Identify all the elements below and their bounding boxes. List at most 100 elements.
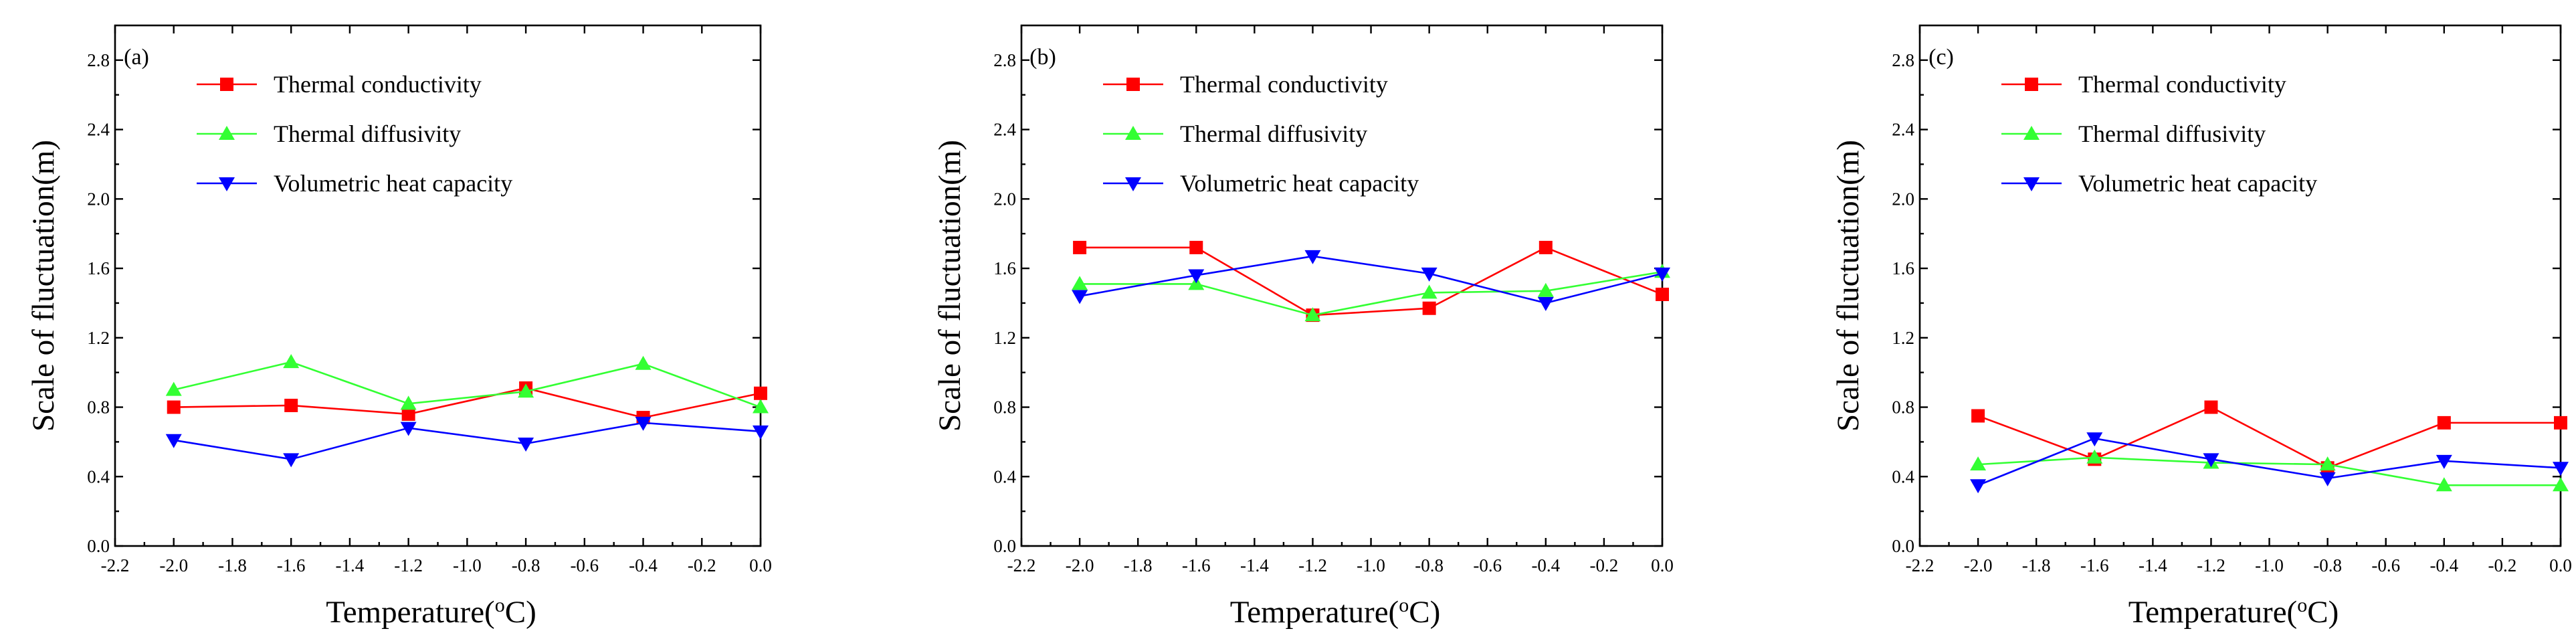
data-point — [1970, 479, 1987, 494]
data-point — [1422, 301, 1436, 315]
series-volumetric-heat-capacity — [1072, 250, 1670, 311]
x-tick-label: -1.0 — [2255, 555, 2284, 575]
series-volumetric-heat-capacity — [165, 416, 769, 468]
x-tick-label: -0.2 — [1590, 555, 1619, 575]
chart-panel-c: -2.2 -2.0 -1.8 -1.6 -1.4 -1.2 -1.0 -0.8 -0.6 -0.4… — [1831, 24, 2572, 630]
y-tick-label: 2.8 — [1892, 50, 1914, 70]
y-tick-label: 0.8 — [1892, 397, 1914, 418]
legend-entry: Volumetric heat capacity — [197, 170, 512, 197]
legend-entry: Thermal conductivity — [197, 71, 482, 98]
y-tick-label: 0.4 — [993, 466, 1016, 486]
y-tick-label: 2.8 — [87, 50, 110, 70]
series-line — [1080, 246, 1663, 316]
x-tick-label: -0.2 — [688, 555, 716, 575]
data-point — [1537, 296, 1554, 311]
series-line — [1079, 255, 1663, 304]
y-tick-label: 2.8 — [993, 50, 1016, 70]
x-tick-label: -1.6 — [277, 555, 306, 575]
x-tick-label: 0.0 — [1651, 555, 1674, 575]
data-point — [165, 434, 182, 448]
series-line — [173, 387, 761, 419]
x-axis-title: Temperature(oC) — [2128, 594, 2339, 630]
series-line — [1080, 270, 1663, 316]
series-thermal-diffusivity — [1072, 264, 1670, 322]
legend-entry: Thermal conductivity — [2001, 71, 2286, 98]
x-tick-label: -0.4 — [629, 555, 658, 575]
y-tick-label: 1.2 — [993, 328, 1016, 348]
y-tick-label: 1.2 — [87, 328, 110, 348]
legend-entry: Volumetric heat capacity — [1103, 170, 1419, 197]
y-tick-label: 1.6 — [1892, 258, 1914, 278]
series-line — [1978, 456, 2561, 486]
data-point — [518, 437, 534, 452]
data-point — [284, 398, 298, 412]
chart-panel-b: -2.2 -2.0 -1.8 -1.6 -1.4 -1.2 -1.0 -0.8 -0.6 -0.4… — [932, 24, 1674, 630]
y-tick-label: 2.4 — [1892, 120, 1914, 140]
data-point — [1072, 276, 1088, 290]
y-tick-label: 0.4 — [1892, 466, 1914, 486]
legend-label: Volumetric heat capacity — [1180, 170, 1419, 197]
x-tick-label: -1.6 — [1182, 555, 1211, 575]
x-axis-title: Temperature(oC) — [1230, 594, 1440, 630]
x-tick-label: -2.0 — [1066, 555, 1094, 575]
data-point — [2553, 477, 2569, 492]
chart-panel-a: -2.2 -2.0 -1.8 -1.6 -1.4 -1.2 -1.0 -0.8 -0.6 -0.4… — [26, 24, 772, 630]
legend-label: Thermal diffusivity — [1180, 120, 1367, 147]
y-tick-label: 0.0 — [1892, 536, 1914, 556]
legend-label: Thermal conductivity — [1180, 71, 1388, 98]
data-point — [2436, 454, 2452, 469]
data-point — [1537, 282, 1554, 297]
y-tick-label: 0.8 — [993, 397, 1016, 418]
series-line — [1977, 406, 2561, 469]
y-tick-label: 2.4 — [87, 120, 110, 140]
series-line — [173, 361, 761, 408]
y-tick-label: 1.2 — [1892, 328, 1914, 348]
panel-label: (c) — [1928, 45, 1954, 70]
y-axis-title: Scale of fluctuation(m) — [26, 140, 61, 432]
x-tick-label: -0.2 — [2488, 555, 2517, 575]
y-tick-label: 0.4 — [87, 466, 110, 486]
x-tick-label: 0.0 — [749, 555, 772, 575]
x-tick-label: -1.8 — [2022, 555, 2051, 575]
data-point — [753, 399, 769, 414]
series-thermal-diffusivity — [165, 354, 769, 414]
panel-label: (a) — [124, 45, 149, 70]
data-point — [283, 453, 300, 468]
legend-label: Volumetric heat capacity — [274, 170, 512, 197]
y-tick-label: 2.0 — [87, 189, 110, 209]
data-point — [1421, 267, 1438, 282]
legend-marker — [220, 78, 233, 91]
data-point — [635, 416, 652, 431]
data-point — [1539, 240, 1553, 254]
legend-marker — [2025, 78, 2038, 91]
data-point — [1421, 284, 1438, 299]
legend-marker — [219, 177, 235, 191]
legend-entry: Thermal conductivity — [1103, 71, 1388, 98]
x-tick-label: -1.8 — [218, 555, 247, 575]
legend-entry: Thermal diffusivity — [2001, 120, 2266, 147]
x-tick-label: -1.4 — [1240, 555, 1269, 575]
panel-label: (b) — [1029, 45, 1056, 70]
y-axis-title: Scale of fluctuation(m) — [932, 140, 967, 432]
series-thermal-diffusivity — [1970, 449, 2569, 492]
y-tick-label: 0.0 — [87, 536, 110, 556]
x-tick-label: -1.0 — [453, 555, 482, 575]
x-tick-label: -2.2 — [1007, 555, 1036, 575]
x-tick-label: -0.6 — [570, 555, 599, 575]
data-point — [165, 381, 182, 396]
x-tick-label: -0.8 — [1415, 555, 1444, 575]
x-tick-label: -2.0 — [159, 555, 188, 575]
y-tick-label: 0.0 — [993, 536, 1016, 556]
data-point — [167, 400, 181, 414]
x-tick-label: -0.8 — [2313, 555, 2342, 575]
data-point — [2086, 432, 2103, 447]
legend-label: Thermal diffusivity — [2078, 120, 2266, 147]
data-point — [1188, 269, 1205, 284]
legend-marker — [1125, 177, 1141, 191]
legend-label: Volumetric heat capacity — [2078, 170, 2317, 197]
data-point — [753, 425, 769, 440]
x-tick-label: -0.6 — [1473, 555, 1502, 575]
x-tick-label: -1.2 — [1298, 555, 1327, 575]
series-thermal-conductivity — [1073, 240, 1669, 323]
